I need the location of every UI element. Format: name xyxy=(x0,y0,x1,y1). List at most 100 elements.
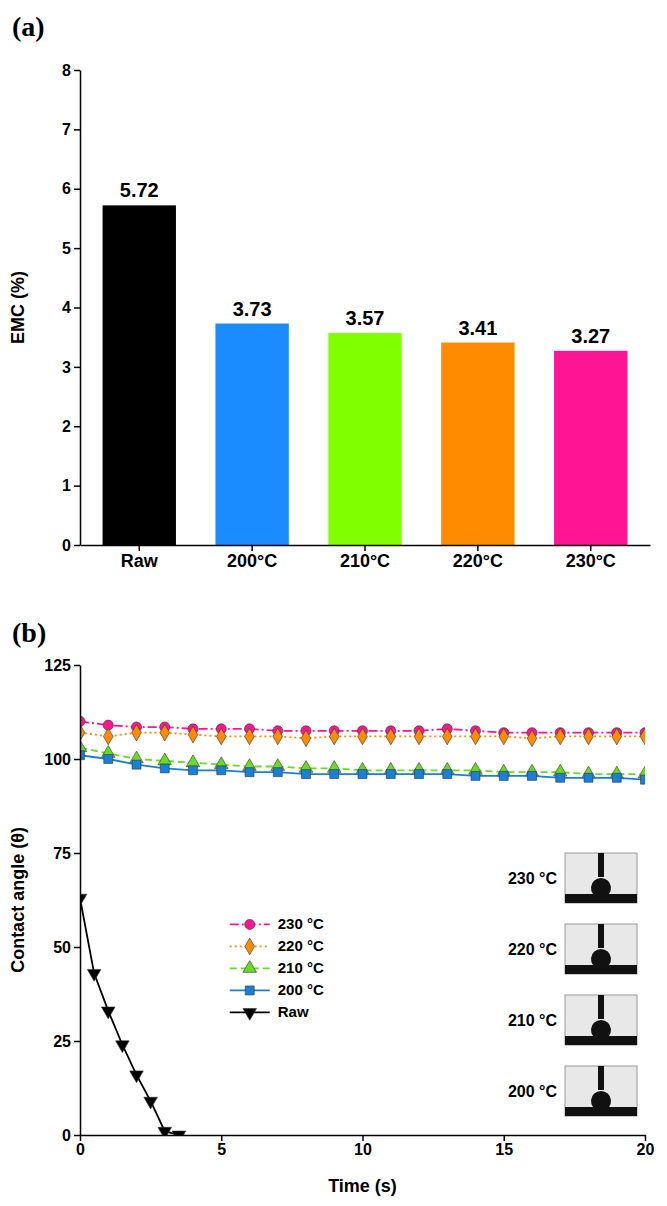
axis-line xyxy=(80,666,82,1136)
axis-title: Contact angle (θ) xyxy=(8,827,28,973)
tick-mark xyxy=(74,853,80,855)
axis: Raw 200°C 210°C 220°C 230°C xyxy=(81,545,651,571)
droplet-image xyxy=(565,1066,637,1116)
bar xyxy=(103,205,176,545)
tick: 10 xyxy=(354,1135,372,1158)
legend-marker xyxy=(243,1009,257,1021)
marker xyxy=(358,728,368,745)
tick: 75 xyxy=(53,845,80,862)
marker xyxy=(555,728,565,745)
needle xyxy=(598,1066,604,1090)
tick-label: 15 xyxy=(495,1141,513,1158)
marker xyxy=(132,724,142,741)
marker xyxy=(612,773,621,782)
marker xyxy=(527,730,537,747)
marker xyxy=(104,755,113,764)
tick-label: 0 xyxy=(62,1127,71,1144)
legend-marker xyxy=(245,986,254,995)
substrate xyxy=(565,894,637,903)
substrate xyxy=(565,1107,637,1116)
marker xyxy=(273,728,283,745)
data-label: 3.57 xyxy=(346,307,385,329)
tick: 210°C xyxy=(340,545,390,571)
needle xyxy=(598,995,604,1019)
data-label: 3.41 xyxy=(458,317,497,339)
marker xyxy=(641,775,645,784)
marker xyxy=(301,730,311,747)
legend-label: 200 °C xyxy=(278,981,324,998)
annotation: 220 °C xyxy=(508,941,558,958)
marker xyxy=(158,753,172,765)
tick-mark xyxy=(74,189,80,191)
legend-item: 230 °C xyxy=(230,915,324,932)
marker xyxy=(216,728,226,745)
marker xyxy=(103,728,113,745)
marker xyxy=(116,1041,130,1053)
image-frame xyxy=(565,853,637,903)
panel-label: (b) xyxy=(12,617,46,648)
image-frame xyxy=(565,924,637,974)
marker xyxy=(217,766,226,775)
marker xyxy=(584,728,594,745)
tick: 230°C xyxy=(566,545,616,571)
tick: 200°C xyxy=(227,545,277,571)
marker xyxy=(188,726,198,743)
plot-area xyxy=(80,716,645,1135)
marker xyxy=(612,728,622,745)
tick-mark xyxy=(221,1135,223,1141)
droplet xyxy=(591,949,611,965)
substrate xyxy=(565,1036,637,1045)
legend-marker xyxy=(243,961,257,973)
legend-item: 210 °C xyxy=(230,959,324,976)
tick-label: 8 xyxy=(62,62,71,79)
droplet xyxy=(591,1091,611,1107)
panel-label: (a) xyxy=(12,11,45,42)
legend-label: 220 °C xyxy=(278,937,324,954)
tick: 0 xyxy=(76,1135,85,1158)
droplet-image xyxy=(565,924,637,974)
marker xyxy=(245,728,255,745)
tick-mark xyxy=(74,1041,80,1043)
tick-mark xyxy=(74,665,80,667)
tick-mark xyxy=(504,1135,506,1141)
tick-label: 75 xyxy=(53,845,71,862)
tick-mark xyxy=(74,367,80,369)
tick-mark xyxy=(362,1135,364,1141)
tick-mark xyxy=(74,759,80,761)
marker xyxy=(172,1131,186,1135)
tick-label: Raw xyxy=(121,551,159,571)
axis-title: Time (s) xyxy=(328,1176,397,1196)
tick-label: 210°C xyxy=(340,551,390,571)
marker xyxy=(556,773,565,782)
tick-label: 5 xyxy=(62,240,71,257)
bar xyxy=(441,343,514,545)
needle xyxy=(598,853,604,877)
tick: 3 xyxy=(62,358,80,375)
droplet-image xyxy=(565,995,637,1045)
marker xyxy=(528,771,537,780)
tick: 7 xyxy=(62,121,80,138)
tick: 220°C xyxy=(453,545,503,571)
tick: 25 xyxy=(53,1033,80,1050)
tick-label: 100 xyxy=(44,751,71,768)
marker xyxy=(273,768,282,777)
marker xyxy=(471,771,480,780)
marker xyxy=(302,770,311,779)
marker xyxy=(245,768,254,777)
tick: 15 xyxy=(495,1135,513,1158)
tick-mark xyxy=(80,1135,82,1141)
image-frame xyxy=(565,1066,637,1116)
tick-label: 50 xyxy=(53,939,71,956)
legend-label: 210 °C xyxy=(278,959,324,976)
tick-label: 10 xyxy=(354,1141,372,1158)
marker xyxy=(442,728,452,745)
marker xyxy=(499,771,508,780)
tick-label: 7 xyxy=(62,121,71,138)
tick-label: 230°C xyxy=(566,551,616,571)
marker xyxy=(584,773,593,782)
droplet xyxy=(591,1020,611,1036)
marker xyxy=(160,724,170,741)
marker xyxy=(87,969,101,981)
tick: 5 xyxy=(62,240,80,257)
tick-label: 20 xyxy=(637,1141,655,1158)
